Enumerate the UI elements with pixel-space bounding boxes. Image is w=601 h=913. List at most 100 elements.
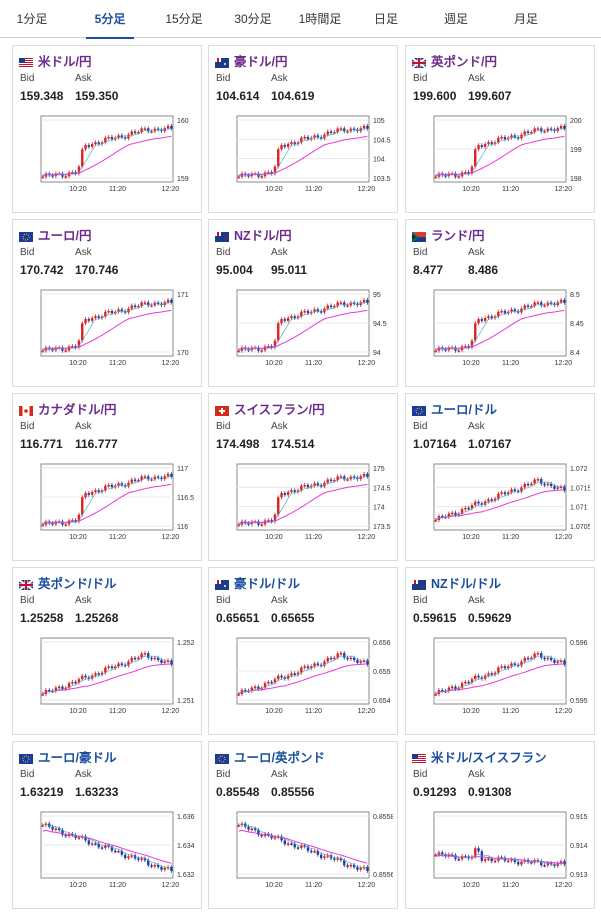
- currency-pair-name[interactable]: 豪ドル/円: [234, 54, 288, 69]
- mini-chart[interactable]: 8.5 8.45 8.4 10:20 11:20 12:20: [410, 286, 590, 386]
- rate-card[interactable]: NZドル/円 Bid Ask 95.004 95.011 95 94.5 94 10:20 11:…: [208, 219, 398, 387]
- tab-7[interactable]: 週足: [443, 12, 468, 26]
- mini-chart[interactable]: 117 116.5 116 10:20 11:20 12:20: [17, 460, 197, 560]
- candle-body: [510, 663, 513, 667]
- candle-body: [296, 847, 300, 849]
- candle-body: [54, 687, 58, 691]
- ask-value: 1.63233: [75, 785, 119, 799]
- rate-card[interactable]: ユーロ/ドル Bid Ask 1.07164 1.07167 1.072 1.0715 1.0…: [405, 393, 595, 561]
- ask-label: Ask: [468, 769, 485, 780]
- bid-value: 0.85548: [216, 785, 260, 799]
- currency-pair-name[interactable]: 米ドル/円: [38, 54, 92, 69]
- ask-label: Ask: [468, 421, 485, 432]
- tab-2[interactable]: 5分足: [86, 0, 134, 39]
- mini-chart[interactable]: 0.596 0.595 10:20 11:20 12:20: [410, 634, 590, 734]
- mini-chart[interactable]: 1.252 1.251 10:20 11:20 12:20: [17, 634, 197, 734]
- candle-body: [549, 302, 553, 305]
- currency-pair-name[interactable]: ユーロ/ドル: [431, 402, 497, 417]
- moving-average-line: [238, 483, 368, 524]
- bid-label: Bid: [216, 595, 231, 606]
- currency-pair-name[interactable]: ユーロ/英ポンド: [234, 750, 325, 765]
- currency-pair-name[interactable]: NZドル/円: [234, 228, 292, 243]
- rate-card[interactable]: 豪ドル/ドル Bid Ask 0.65651 0.65655 0.656 0.655 0.65…: [208, 567, 398, 735]
- mini-chart[interactable]: 0.915 0.914 0.913 10:20 11:20 12:20: [410, 808, 590, 908]
- candle-body: [343, 302, 346, 306]
- mini-chart[interactable]: 175 174.5 174 173.5 10:20 11:20 12:20: [213, 460, 393, 560]
- candle-body: [277, 497, 280, 515]
- mini-chart[interactable]: 0.8558 0.8556 10:20 11:20 12:20: [213, 808, 395, 908]
- rate-card[interactable]: 豪ドル/円 Bid Ask 104.614 104.619 105 104.5 104 103.…: [208, 45, 398, 213]
- candle-body: [107, 666, 110, 668]
- short-moving-average-line: [42, 476, 172, 525]
- candle-body: [120, 483, 124, 486]
- currency-pair-name[interactable]: カナダドル/円: [38, 402, 117, 417]
- candle-body: [41, 825, 44, 827]
- rate-card[interactable]: ユーロ/豪ドル Bid Ask 1.63219 1.63233 1.636 1.634 1.6…: [12, 741, 202, 909]
- candle-body: [553, 864, 556, 866]
- currency-pair-name[interactable]: ランド/円: [431, 228, 485, 243]
- candle-body: [150, 131, 153, 133]
- candle-body: [343, 860, 346, 866]
- currency-pair-name[interactable]: NZドル/ドル: [431, 576, 502, 591]
- candle-body: [530, 132, 533, 134]
- mini-chart[interactable]: 160 159 10:20 11:20 12:20: [17, 112, 197, 212]
- candle-body: [64, 176, 67, 178]
- rate-card[interactable]: 英ポンド/円 Bid Ask 199.600 199.607 200 199 198 10:20…: [405, 45, 595, 213]
- rate-card[interactable]: ユーロ/英ポンド Bid Ask 0.85548 0.85556 0.8558 0.8556…: [208, 741, 398, 909]
- tab-1[interactable]: 1分足: [16, 12, 48, 26]
- y-tick-label: 0.654: [373, 698, 391, 705]
- candle-body: [260, 350, 263, 352]
- eu-gb-flag-icon: [215, 751, 229, 764]
- tab-8[interactable]: 月足: [513, 12, 538, 26]
- currency-pair-name[interactable]: ユーロ/豪ドル: [38, 750, 117, 765]
- currency-pair-name[interactable]: 米ドル/スイスフラン: [431, 750, 547, 765]
- x-tick-label: 10:20: [69, 360, 87, 367]
- y-tick-label: 8.4: [570, 350, 580, 357]
- x-tick-label: 10:20: [265, 708, 283, 715]
- candle-body: [160, 660, 163, 663]
- currency-pair-name[interactable]: スイスフラン/円: [234, 402, 325, 417]
- mini-chart[interactable]: 1.072 1.0715 1.071 1.0705 10:20 11:20 12:20: [410, 460, 592, 560]
- candle-body: [349, 657, 353, 660]
- mini-chart[interactable]: 95 94.5 94 10:20 11:20 12:20: [213, 286, 393, 386]
- candle-body: [150, 657, 153, 660]
- candle-body: [150, 865, 153, 867]
- mini-chart[interactable]: 1.636 1.634 1.632 10:20 11:20 12:20: [17, 808, 197, 908]
- y-tick-label: 0.915: [570, 814, 588, 821]
- candle-body: [444, 854, 447, 857]
- rate-card[interactable]: ユーロ/円 Bid Ask 170.742 170.746 171 170 10:20 11:2…: [12, 219, 202, 387]
- mini-chart[interactable]: 200 199 198 10:20 11:20 12:20: [410, 112, 590, 212]
- rate-card[interactable]: 米ドル/スイスフラン Bid Ask 0.91293 0.91308 0.915 0.914…: [405, 741, 595, 909]
- currency-pair-name[interactable]: 英ポンド/ドル: [38, 576, 117, 591]
- rate-card[interactable]: 米ドル/円 Bid Ask 159.348 159.350 160 159 10:20 11:2…: [12, 45, 202, 213]
- tab-5[interactable]: 1時間足: [298, 12, 342, 26]
- currency-pair-name[interactable]: 英ポンド/円: [431, 54, 497, 69]
- x-tick-label: 12:20: [162, 882, 180, 889]
- bid-value: 1.25258: [20, 611, 64, 625]
- currency-pair-name[interactable]: 豪ドル/ドル: [234, 576, 300, 591]
- tab-4[interactable]: 30分足: [234, 12, 272, 26]
- mini-chart[interactable]: 171 170 10:20 11:20 12:20: [17, 286, 197, 386]
- rate-card-header: NZドル/ドル: [412, 574, 502, 591]
- currency-pair-name[interactable]: ユーロ/円: [38, 228, 92, 243]
- mini-chart[interactable]: 105 104.5 104 103.5 10:20 11:20 12:20: [213, 112, 393, 212]
- candle-body: [257, 830, 260, 835]
- rate-card[interactable]: 英ポンド/ドル Bid Ask 1.25258 1.25268 1.252 1.251 10:…: [12, 567, 202, 735]
- ask-value: 159.350: [75, 89, 119, 103]
- rate-card-header: 米ドル/円: [19, 52, 92, 69]
- moving-average-line: [435, 663, 565, 695]
- candle-body: [349, 864, 353, 867]
- rate-card[interactable]: スイスフラン/円 Bid Ask 174.498 174.514 175 174.5 174 1…: [208, 393, 398, 561]
- candle-body: [362, 125, 366, 129]
- candle-body: [90, 318, 94, 321]
- rate-card[interactable]: カナダドル/円 Bid Ask 116.771 116.777 117 116.5 116 10…: [12, 393, 202, 561]
- candle-body: [520, 487, 523, 492]
- ask-label: Ask: [75, 769, 92, 780]
- rate-card[interactable]: NZドル/ドル Bid Ask 0.59615 0.59629 0.596 0.595 10:…: [405, 567, 595, 735]
- bid-value: 0.91293: [413, 785, 457, 799]
- rate-card[interactable]: ランド/円 Bid Ask 8.477 8.486 8.5 8.45 8.4 10:20 11:2…: [405, 219, 595, 387]
- tab-6[interactable]: 日足: [373, 12, 398, 26]
- tab-3[interactable]: 15分足: [165, 12, 203, 26]
- mini-chart[interactable]: 0.656 0.655 0.654 10:20 11:20 12:20: [213, 634, 393, 734]
- candlestick-chart: 0.596 0.595 10:20 11:20 12:20: [433, 637, 588, 715]
